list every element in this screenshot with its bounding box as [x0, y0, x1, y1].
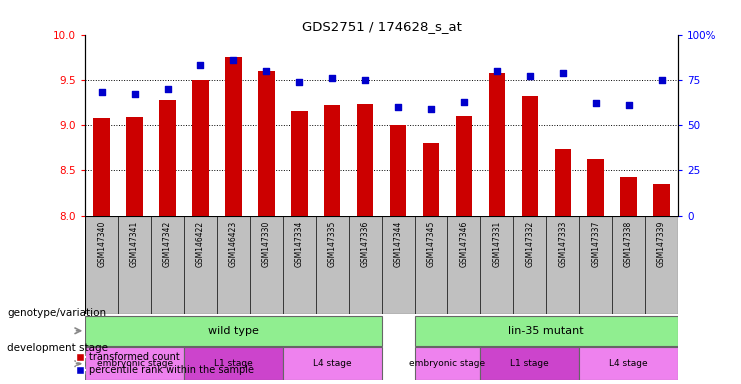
Point — [556, 70, 568, 76]
Point — [425, 106, 437, 112]
Text: GSM147335: GSM147335 — [328, 220, 336, 267]
Text: GSM147333: GSM147333 — [558, 220, 568, 267]
Bar — [456, 116, 472, 215]
Bar — [390, 125, 406, 215]
Bar — [588, 159, 604, 215]
Legend: transformed count, percentile rank within the sample: transformed count, percentile rank withi… — [72, 348, 258, 379]
Text: lin-35 mutant: lin-35 mutant — [508, 326, 584, 336]
Text: GSM147331: GSM147331 — [492, 220, 502, 267]
Point — [491, 68, 503, 74]
Bar — [159, 100, 176, 215]
Text: L4 stage: L4 stage — [609, 359, 648, 368]
Bar — [225, 57, 242, 215]
Bar — [93, 118, 110, 215]
Bar — [291, 111, 308, 215]
Bar — [85, 316, 382, 346]
Bar — [480, 347, 579, 380]
Text: GSM147337: GSM147337 — [591, 220, 600, 267]
Text: GSM146423: GSM146423 — [229, 220, 238, 267]
Point — [622, 102, 634, 108]
Bar — [414, 316, 678, 346]
Bar — [85, 347, 184, 380]
Point — [129, 91, 141, 98]
Text: embryonic stage: embryonic stage — [96, 359, 173, 368]
Bar — [283, 347, 382, 380]
Bar — [184, 347, 283, 380]
Point — [359, 77, 371, 83]
Point — [293, 79, 305, 85]
Point — [96, 89, 107, 96]
Point — [458, 98, 470, 104]
Text: genotype/variation: genotype/variation — [7, 308, 107, 318]
Text: L1 stage: L1 stage — [511, 359, 549, 368]
Point — [195, 62, 207, 68]
Bar — [127, 117, 143, 215]
Bar — [414, 347, 480, 380]
Bar — [192, 80, 209, 215]
Text: development stage: development stage — [7, 343, 108, 353]
Bar — [620, 177, 637, 215]
Point — [656, 77, 668, 83]
Text: GSM147330: GSM147330 — [262, 220, 271, 267]
Bar — [258, 71, 275, 215]
Bar — [488, 73, 505, 215]
Bar — [579, 347, 678, 380]
Text: GSM146422: GSM146422 — [196, 220, 205, 266]
Text: GSM147332: GSM147332 — [525, 220, 534, 267]
Point — [162, 86, 173, 92]
Point — [524, 73, 536, 79]
Text: GSM147339: GSM147339 — [657, 220, 666, 267]
Point — [326, 75, 338, 81]
Point — [227, 57, 239, 63]
Text: GSM147346: GSM147346 — [459, 220, 468, 267]
Point — [260, 68, 272, 74]
Bar — [357, 104, 373, 215]
Text: GSM147340: GSM147340 — [97, 220, 106, 267]
Bar — [554, 149, 571, 215]
Bar — [423, 143, 439, 215]
Title: GDS2751 / 174628_s_at: GDS2751 / 174628_s_at — [302, 20, 462, 33]
Text: L4 stage: L4 stage — [313, 359, 351, 368]
Text: L1 stage: L1 stage — [214, 359, 253, 368]
Text: GSM147336: GSM147336 — [361, 220, 370, 267]
Text: GSM147342: GSM147342 — [163, 220, 172, 267]
Bar — [522, 96, 538, 215]
Text: GSM147344: GSM147344 — [393, 220, 402, 267]
Bar — [324, 105, 340, 215]
Bar — [654, 184, 670, 215]
Text: GSM147338: GSM147338 — [624, 220, 633, 267]
Point — [590, 100, 602, 106]
Text: GSM147334: GSM147334 — [295, 220, 304, 267]
Text: GSM147341: GSM147341 — [130, 220, 139, 267]
Text: wild type: wild type — [208, 326, 259, 336]
Text: GSM147345: GSM147345 — [427, 220, 436, 267]
Point — [392, 104, 404, 110]
Text: embryonic stage: embryonic stage — [410, 359, 485, 368]
